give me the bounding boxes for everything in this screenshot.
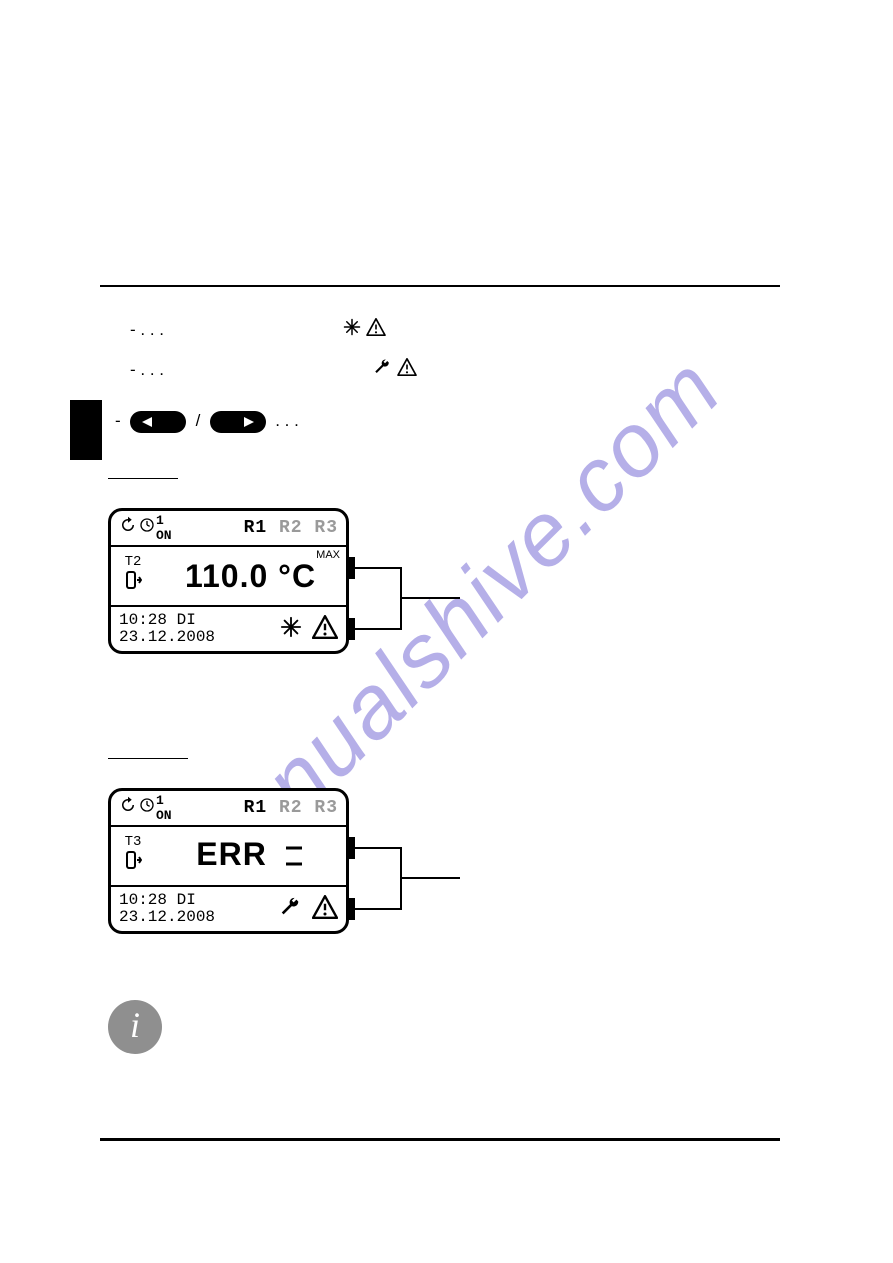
tank-icon xyxy=(111,570,155,597)
wrench-icon xyxy=(372,358,392,383)
lcd2-h3 xyxy=(400,877,460,879)
arrow-right-button[interactable] xyxy=(210,411,266,433)
lcd1-h3 xyxy=(400,597,460,599)
warning-icon xyxy=(312,615,338,644)
arrows-slash: / xyxy=(196,411,201,430)
lcd-value: 110.0 °C xyxy=(155,558,346,595)
line2-dots: - . . . xyxy=(130,360,164,379)
arrows-dash: - xyxy=(115,411,121,430)
max-label: MAX xyxy=(316,549,340,561)
lcd-value: ERR xyxy=(155,836,346,875)
frost-icon xyxy=(343,318,361,343)
frost-icon xyxy=(280,616,302,643)
arrow-left-button[interactable] xyxy=(130,411,186,433)
arrows-dots: . . . xyxy=(275,411,299,430)
r1-indicator: R1 xyxy=(244,518,268,538)
lcd-panel-2: 1 ON R1 R2 R3 T3 ERR xyxy=(108,788,349,934)
wrench-icon xyxy=(278,896,302,923)
lcd1-h1 xyxy=(355,567,400,569)
para-line-2: - . . . xyxy=(130,358,770,383)
timer-number: 1 xyxy=(156,513,164,528)
reload-icon xyxy=(119,796,137,820)
info-icon: i xyxy=(108,1000,162,1054)
lcd1-h2 xyxy=(355,628,400,630)
sensor-label: T3 xyxy=(111,835,155,850)
timer-number: 1 xyxy=(156,793,164,808)
lcd-date: 23.12.2008 xyxy=(119,629,215,646)
label-underline-2 xyxy=(108,758,188,759)
warning-icon xyxy=(366,318,386,343)
lcd-time: 10:28 DI xyxy=(119,612,215,629)
clock-icon xyxy=(139,797,155,819)
lcd2-h2 xyxy=(355,908,400,910)
sensor-label: T2 xyxy=(111,555,155,570)
para-line-1: - . . . xyxy=(130,318,770,343)
warning-icon xyxy=(397,358,417,383)
warning-icon xyxy=(312,895,338,924)
lcd-time: 10:28 DI xyxy=(119,892,215,909)
r2r3-indicator: R2 R3 xyxy=(279,518,338,538)
lcd-date: 23.12.2008 xyxy=(119,909,215,926)
broken-sensor-icon xyxy=(283,839,305,876)
lcd2-h1 xyxy=(355,847,400,849)
timer-on: ON xyxy=(156,808,172,823)
clock-icon xyxy=(139,517,155,539)
err-text: ERR xyxy=(196,836,267,872)
arrows-line: - / . . . xyxy=(115,410,299,433)
tank-icon xyxy=(111,850,155,877)
timer-on: ON xyxy=(156,528,172,543)
line1-dots: - . . . xyxy=(130,320,164,339)
page-edge-tab xyxy=(70,400,102,460)
rule-top xyxy=(100,285,780,287)
r2r3-indicator: R2 R3 xyxy=(279,798,338,818)
reload-icon xyxy=(119,516,137,540)
lcd-panel-1: 1 ON R1 R2 R3 T2 110.0 °C MAX 10:28 DI 2… xyxy=(108,508,349,654)
rule-bottom xyxy=(100,1138,780,1141)
label-underline-1 xyxy=(108,478,178,479)
r1-indicator: R1 xyxy=(244,798,268,818)
